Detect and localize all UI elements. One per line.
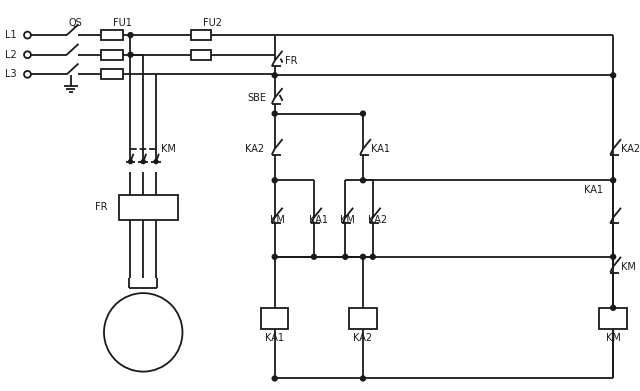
Bar xyxy=(118,195,177,219)
Bar xyxy=(349,308,377,329)
Text: 3: 3 xyxy=(127,200,134,213)
Text: KA1: KA1 xyxy=(371,144,390,154)
Circle shape xyxy=(272,178,277,183)
Circle shape xyxy=(360,178,365,183)
Text: FU1: FU1 xyxy=(113,18,132,28)
Text: L1: L1 xyxy=(5,30,17,40)
Bar xyxy=(101,50,123,59)
Text: KM: KM xyxy=(161,144,176,154)
Circle shape xyxy=(360,376,365,381)
Text: FU2: FU2 xyxy=(203,18,222,28)
Circle shape xyxy=(128,52,133,57)
Text: KM: KM xyxy=(605,333,621,343)
Circle shape xyxy=(129,160,132,163)
Circle shape xyxy=(611,305,616,310)
Circle shape xyxy=(611,73,616,78)
Text: 3~: 3~ xyxy=(135,336,151,346)
Circle shape xyxy=(312,255,316,259)
Text: KA2: KA2 xyxy=(353,333,372,343)
Text: KA1: KA1 xyxy=(309,215,328,224)
Text: FR: FR xyxy=(285,56,297,66)
Circle shape xyxy=(611,255,616,259)
Text: L3: L3 xyxy=(5,69,17,79)
Text: QS: QS xyxy=(68,18,83,28)
Text: KM: KM xyxy=(270,215,285,224)
Text: KM: KM xyxy=(340,215,355,224)
Text: KM: KM xyxy=(621,262,636,272)
Circle shape xyxy=(371,255,375,259)
Circle shape xyxy=(272,255,277,259)
Text: SBE: SBE xyxy=(247,93,266,103)
Circle shape xyxy=(128,32,133,38)
Text: KA1: KA1 xyxy=(265,333,284,343)
Circle shape xyxy=(272,73,277,78)
Text: KA2: KA2 xyxy=(621,144,640,154)
Bar xyxy=(191,50,211,59)
Bar xyxy=(101,30,123,40)
Circle shape xyxy=(611,178,616,183)
Circle shape xyxy=(24,51,31,58)
Bar xyxy=(101,70,123,79)
Circle shape xyxy=(104,293,182,371)
Circle shape xyxy=(24,32,31,39)
Bar xyxy=(261,308,289,329)
Circle shape xyxy=(24,71,31,78)
Text: M: M xyxy=(136,314,150,332)
Bar xyxy=(191,30,211,40)
Circle shape xyxy=(272,376,277,381)
Circle shape xyxy=(360,255,365,259)
Circle shape xyxy=(343,255,348,259)
Text: KA1: KA1 xyxy=(584,185,603,195)
Text: KA2: KA2 xyxy=(368,215,387,224)
Circle shape xyxy=(141,160,145,163)
Circle shape xyxy=(272,111,277,116)
Bar xyxy=(600,308,627,329)
Text: FR: FR xyxy=(95,202,108,212)
Text: L2: L2 xyxy=(5,50,17,60)
Text: KA2: KA2 xyxy=(245,144,264,154)
Circle shape xyxy=(154,160,158,163)
Circle shape xyxy=(360,111,365,116)
